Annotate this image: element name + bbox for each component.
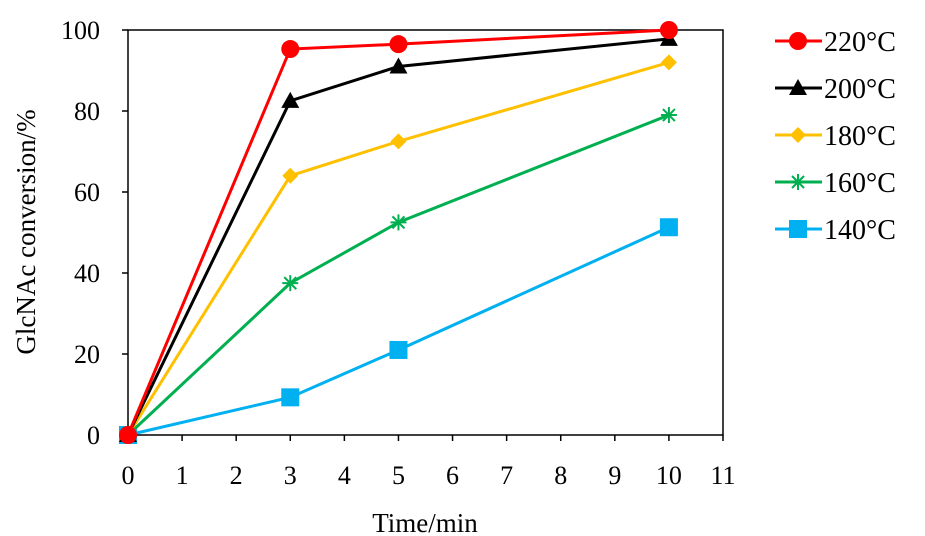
series-200°C (119, 29, 678, 442)
legend-label: 140°C (824, 215, 896, 246)
data-point (389, 35, 408, 54)
x-tick-label: 6 (446, 461, 459, 490)
y-tick-label: 0 (87, 421, 100, 450)
data-point (389, 340, 408, 359)
legend-marker (789, 79, 807, 95)
x-tick-label: 0 (122, 461, 135, 490)
series-line (126, 28, 669, 436)
legend-label: 160°C (824, 168, 896, 199)
legend-label: 220°C (824, 27, 896, 58)
series-140°C (119, 218, 678, 444)
legend-label: 200°C (824, 74, 896, 105)
series-layer (119, 21, 678, 444)
data-point (119, 426, 137, 444)
x-tick-label: 10 (656, 461, 682, 490)
data-point (281, 388, 300, 407)
legend: 220°C 200°C 180°C 160°C 140°C (775, 27, 896, 246)
series-line (126, 113, 670, 437)
data-point (390, 214, 407, 231)
data-point (281, 40, 300, 59)
plot-area-frame (127, 29, 724, 436)
legend-item: 200°C (775, 74, 896, 105)
legend-marker (789, 32, 807, 50)
y-axis: 0 20 40 60 80 100 (61, 16, 128, 450)
legend-item: 220°C (775, 27, 896, 58)
x-tick-label: 7 (500, 461, 513, 490)
y-tick-label: 80 (74, 97, 100, 126)
x-tick-label: 5 (392, 461, 405, 490)
x-tick-label: 8 (554, 461, 567, 490)
legend-item: 180°C (775, 121, 896, 152)
legend-marker (789, 220, 807, 238)
series-220°C (119, 21, 678, 444)
x-tick-label: 4 (338, 461, 351, 490)
legend-label: 180°C (824, 121, 896, 152)
legend-item: 140°C (775, 215, 896, 246)
series-line (126, 37, 670, 436)
data-point (390, 133, 407, 150)
series-line (127, 225, 670, 437)
x-tick-label: 1 (176, 461, 189, 490)
y-tick-label: 40 (74, 259, 100, 288)
x-tick-label: 9 (608, 461, 621, 490)
y-tick-label: 60 (74, 178, 100, 207)
data-point (659, 218, 678, 237)
x-axis-title: Time/min (372, 508, 478, 536)
y-axis-title: GlcNAc conversion/% (11, 109, 41, 354)
x-axis: 0 1 2 3 4 5 6 7 8 9 10 11 (122, 435, 736, 490)
series-160°C (120, 107, 677, 443)
data-point (282, 275, 299, 292)
series-line (126, 60, 670, 436)
x-tick-label: 11 (710, 461, 735, 490)
legend-marker (790, 127, 806, 143)
data-point (389, 57, 408, 74)
y-tick-label: 100 (61, 16, 100, 45)
data-point (660, 107, 677, 124)
data-point (659, 21, 678, 39)
series-180°C (120, 54, 677, 443)
y-tick-label: 20 (74, 340, 100, 369)
x-tick-label: 3 (284, 461, 297, 490)
legend-item: 160°C (775, 168, 896, 199)
x-tick-label: 2 (230, 461, 243, 490)
data-point (660, 54, 677, 71)
data-point (281, 91, 300, 108)
legend-marker (790, 174, 806, 190)
data-point (282, 167, 299, 184)
